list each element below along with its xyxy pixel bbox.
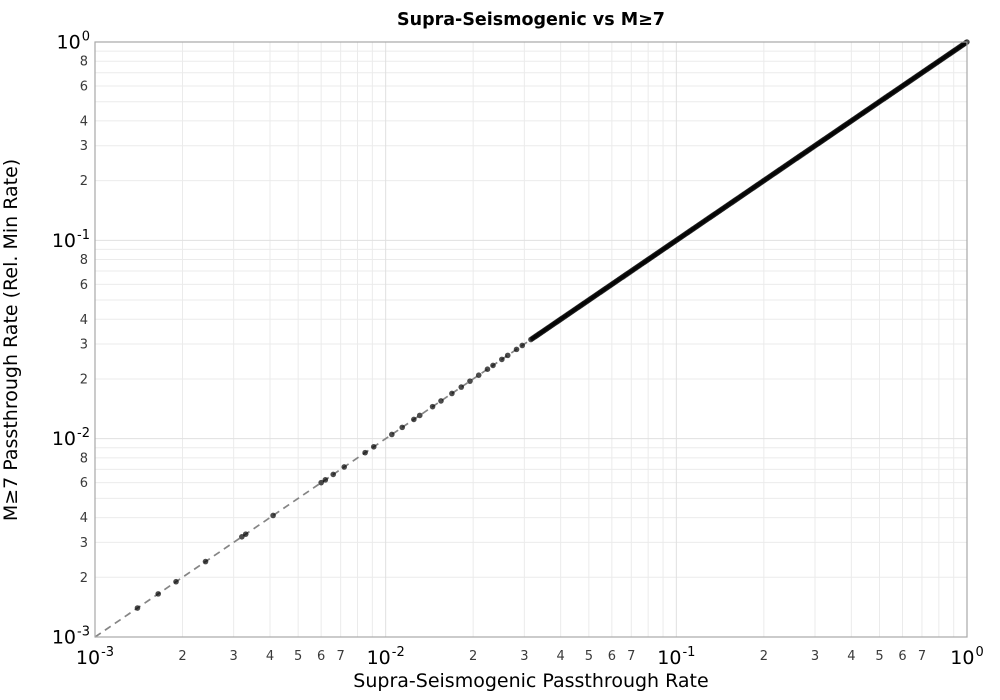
scatter-point xyxy=(173,578,179,585)
scatter-point xyxy=(458,384,465,390)
scatter-point xyxy=(449,390,455,397)
x-minor-tick-label: 4 xyxy=(847,649,855,664)
y-major-tick-label: 10-1 xyxy=(52,228,90,252)
x-minor-tick-label: 6 xyxy=(608,649,616,664)
y-major-tick-label: 100 xyxy=(57,30,90,54)
scatter-point xyxy=(399,424,406,431)
y-minor-tick-label: 2 xyxy=(80,174,88,189)
x-major-tick-label: 100 xyxy=(950,645,983,669)
y-minor-tick-label: 6 xyxy=(80,278,88,293)
x-minor-tick-label: 2 xyxy=(469,649,477,664)
y-minor-tick-label: 4 xyxy=(80,313,88,328)
scatter-point xyxy=(475,372,482,378)
scatter-point xyxy=(467,378,473,384)
x-major-tick-label: 10-1 xyxy=(657,645,695,669)
scatter-point xyxy=(322,477,329,483)
y-major-tick-label: 10-2 xyxy=(52,426,90,450)
x-minor-tick-label: 4 xyxy=(266,649,274,664)
scatter-point xyxy=(490,362,496,369)
x-minor-tick-label: 3 xyxy=(520,649,528,664)
x-minor-tick-label: 6 xyxy=(898,649,906,664)
scatter-point xyxy=(330,471,337,478)
scatter-point xyxy=(202,558,209,565)
scatter-points-layer xyxy=(134,39,970,611)
x-minor-tick-label: 2 xyxy=(178,649,186,664)
y-minor-tick-label: 3 xyxy=(80,139,88,154)
scatter-point xyxy=(389,431,395,438)
scatter-point xyxy=(318,479,324,486)
scatter-point xyxy=(411,416,417,423)
x-minor-tick-label: 5 xyxy=(875,649,883,664)
y-minor-tick-label: 4 xyxy=(80,511,88,526)
y-minor-tick-label: 8 xyxy=(80,55,88,70)
scatter-point xyxy=(134,605,141,611)
scatter-point xyxy=(429,403,436,410)
x-minor-tick-label: 5 xyxy=(294,649,302,664)
scatter-point xyxy=(155,591,162,597)
y-minor-tick-label: 2 xyxy=(80,571,88,586)
scatter-point xyxy=(362,449,368,456)
x-minor-tick-label: 5 xyxy=(585,649,593,664)
x-minor-tick-label: 7 xyxy=(337,649,345,664)
y-minor-tick-label: 6 xyxy=(80,80,88,95)
y-major-tick-label: 10-3 xyxy=(52,625,90,649)
plot-border xyxy=(94,41,968,638)
x-minor-tick-label: 7 xyxy=(918,649,926,664)
y-minor-tick-label: 4 xyxy=(80,114,88,129)
scatter-point xyxy=(242,531,249,537)
scatter-point xyxy=(499,356,505,363)
scatter-point xyxy=(370,443,377,450)
chart-title: Supra-Seismogenic vs M≥7 xyxy=(397,10,665,30)
scatter-point xyxy=(270,512,276,519)
x-minor-tick-label: 6 xyxy=(317,649,325,664)
scatter-point xyxy=(484,366,491,373)
y-minor-tick-label: 2 xyxy=(80,372,88,387)
y-minor-tick-label: 8 xyxy=(80,253,88,268)
scatter-point xyxy=(416,412,423,419)
scatter-point xyxy=(438,398,444,404)
x-major-tick-label: 10-3 xyxy=(76,645,114,669)
x-minor-tick-label: 7 xyxy=(627,649,635,664)
x-minor-tick-label: 4 xyxy=(557,649,565,664)
y-minor-tick-label: 3 xyxy=(80,536,88,551)
y-minor-tick-label: 6 xyxy=(80,476,88,491)
scatter-point xyxy=(341,464,347,470)
x-minor-tick-label: 2 xyxy=(760,649,768,664)
grid-layer xyxy=(94,41,968,638)
scatter-point xyxy=(513,346,520,353)
x-minor-tick-label: 3 xyxy=(811,649,819,664)
y-minor-tick-label: 3 xyxy=(80,338,88,353)
scatter-point xyxy=(519,342,526,349)
x-minor-tick-label: 3 xyxy=(230,649,238,664)
x-axis-label: Supra-Seismogenic Passthrough Rate xyxy=(353,670,708,692)
y-axis-label: M≥7 Passthrough Rate (Rel. Min Rate) xyxy=(0,159,22,521)
x-major-tick-label: 10-2 xyxy=(367,645,405,669)
y-minor-tick-label: 8 xyxy=(80,451,88,466)
scatter-point xyxy=(504,352,511,359)
